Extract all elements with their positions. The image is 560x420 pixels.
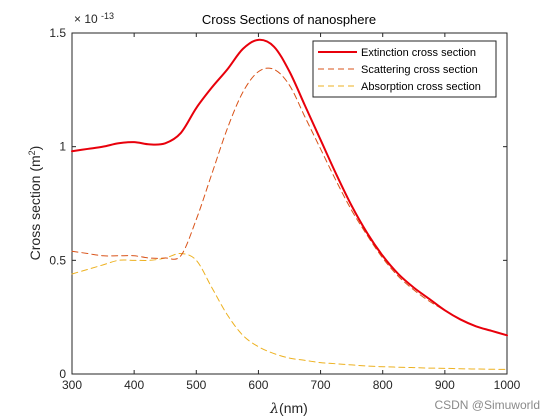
x-axis-label-symbol: λ bbox=[269, 401, 279, 417]
y-axis: 0 0.5 1 1.5 bbox=[49, 26, 507, 381]
y-tick-label: 1.5 bbox=[49, 26, 66, 40]
y-exponent-power: -13 bbox=[101, 11, 114, 21]
x-tick-label: 300 bbox=[62, 378, 82, 392]
plot-axes-box bbox=[71, 32, 508, 375]
y-tick-label: 1 bbox=[59, 140, 66, 154]
legend: Extinction cross section Scattering cross… bbox=[312, 40, 497, 98]
y-axis-label: Cross section (m2) bbox=[27, 146, 43, 261]
y-axis-label-close: ) bbox=[27, 146, 43, 151]
y-axis-label-main: Cross section (m bbox=[27, 155, 43, 260]
series-line-extinction bbox=[71, 38, 508, 337]
legend-label-scattering: Scattering cross section bbox=[361, 64, 478, 76]
series-lines bbox=[71, 38, 508, 370]
x-tick-label: 500 bbox=[186, 378, 206, 392]
y-exponent-label: × 10 -13 bbox=[74, 11, 114, 26]
legend-label-extinction: Extinction cross section bbox=[361, 47, 476, 59]
x-tick-label: 800 bbox=[373, 378, 393, 392]
y-tick-label: 0.5 bbox=[49, 253, 66, 267]
x-tick-label: 700 bbox=[311, 378, 331, 392]
x-tick-label: 1000 bbox=[494, 378, 521, 392]
y-tick-label: 0 bbox=[59, 367, 66, 381]
x-tick-label: 400 bbox=[124, 378, 144, 392]
y-exponent-base: × 10 bbox=[74, 12, 98, 26]
series-line-absorption bbox=[71, 253, 508, 370]
x-tick-label: 600 bbox=[248, 378, 268, 392]
watermark-text: CSDN @Simuworld bbox=[434, 398, 540, 412]
x-axis-label: λ(nm) bbox=[269, 400, 308, 417]
chart-title: Cross Sections of nanosphere bbox=[202, 12, 376, 27]
series-line-scattering bbox=[71, 67, 508, 336]
x-axis-label-unit: (nm) bbox=[279, 400, 308, 416]
legend-label-absorption: Absorption cross section bbox=[361, 81, 481, 93]
plot-frame bbox=[71, 32, 508, 375]
y-axis-label-sup: 2 bbox=[27, 150, 37, 155]
x-axis: 300 400 500 600 700 800 900 1000 bbox=[62, 33, 521, 392]
x-tick-label: 900 bbox=[435, 378, 455, 392]
